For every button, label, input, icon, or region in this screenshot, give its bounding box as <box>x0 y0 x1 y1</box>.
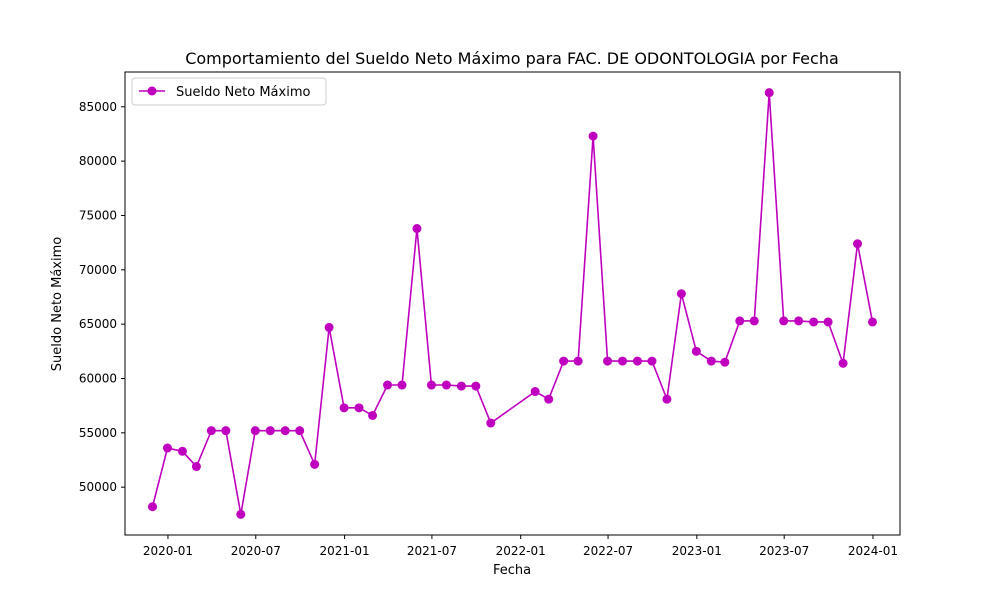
data-point <box>809 317 819 327</box>
legend-marker-swatch <box>147 86 157 96</box>
data-point <box>559 356 569 366</box>
data-point <box>662 394 672 404</box>
x-tick-label: 2021-07 <box>407 544 457 558</box>
series-layer <box>148 88 877 519</box>
data-point <box>412 224 422 234</box>
y-axis: 50000 55000 60000 65000 70000 75000 80000 85000 <box>79 100 125 494</box>
data-point <box>397 380 407 390</box>
plot-frame <box>124 71 901 536</box>
data-point <box>250 426 260 436</box>
data-point <box>310 459 320 469</box>
x-axis-title: Fecha <box>493 563 531 578</box>
data-point <box>544 394 554 404</box>
data-point <box>456 381 466 391</box>
data-point <box>441 380 451 390</box>
data-point <box>280 426 290 436</box>
data-point <box>295 426 305 436</box>
y-tick-label: 50000 <box>79 480 117 494</box>
data-point <box>838 358 848 368</box>
data-point <box>177 446 187 456</box>
data-point <box>221 426 231 436</box>
x-tick-label: 2024-01 <box>848 544 898 558</box>
data-point <box>867 317 877 327</box>
plot-area: 2020-01 2020-07 2021-01 2021-07 2022-01 2022-… <box>79 71 901 558</box>
x-tick-label: 2023-01 <box>672 544 722 558</box>
data-point <box>471 381 481 391</box>
x-tick-label: 2022-01 <box>496 544 546 558</box>
data-point <box>764 88 774 98</box>
data-point <box>779 316 789 326</box>
data-point <box>426 380 436 390</box>
data-point <box>191 462 201 472</box>
y-tick-label: 60000 <box>79 371 117 385</box>
y-tick-label: 75000 <box>79 208 117 222</box>
data-point <box>265 426 275 436</box>
data-point <box>354 403 364 413</box>
data-point <box>676 289 686 299</box>
data-point <box>588 131 598 141</box>
data-point <box>691 346 701 356</box>
chart-title: Comportamiento del Sueldo Neto Máximo pa… <box>185 49 839 68</box>
data-point <box>324 322 334 332</box>
y-tick-label: 70000 <box>79 263 117 277</box>
x-tick-label: 2020-07 <box>231 544 281 558</box>
x-tick-label: 2021-01 <box>319 544 369 558</box>
data-point <box>720 357 730 367</box>
x-tick-label: 2022-07 <box>583 544 633 558</box>
data-point <box>749 316 759 326</box>
y-tick-label: 80000 <box>79 154 117 168</box>
data-point <box>794 316 804 326</box>
data-point <box>823 317 833 327</box>
legend-label: Sueldo Neto Máximo <box>176 85 310 100</box>
data-point <box>383 380 393 390</box>
data-point <box>162 443 172 453</box>
data-point <box>486 418 496 428</box>
legend: Sueldo Neto Máximo <box>131 77 327 106</box>
data-point <box>573 356 583 366</box>
legend-box <box>131 77 327 106</box>
data-point <box>735 316 745 326</box>
data-point <box>853 239 863 249</box>
data-point <box>148 502 158 512</box>
data-point <box>206 426 216 436</box>
x-axis: 2020-01 2020-07 2021-01 2021-07 2022-01 2022-… <box>143 535 898 558</box>
y-tick-label: 85000 <box>79 100 117 114</box>
data-point <box>647 356 657 366</box>
data-point <box>603 356 613 366</box>
data-point <box>706 356 716 366</box>
data-point <box>368 410 378 420</box>
y-tick-label: 65000 <box>79 317 117 331</box>
x-tick-label: 2023-07 <box>759 544 809 558</box>
data-point <box>632 356 642 366</box>
y-axis-title: Sueldo Neto Máximo <box>50 237 65 371</box>
x-tick-label: 2020-01 <box>143 544 193 558</box>
data-point <box>236 509 246 519</box>
y-tick-label: 55000 <box>79 426 117 440</box>
data-point <box>618 356 628 366</box>
data-point <box>530 387 540 397</box>
data-point <box>339 403 349 413</box>
